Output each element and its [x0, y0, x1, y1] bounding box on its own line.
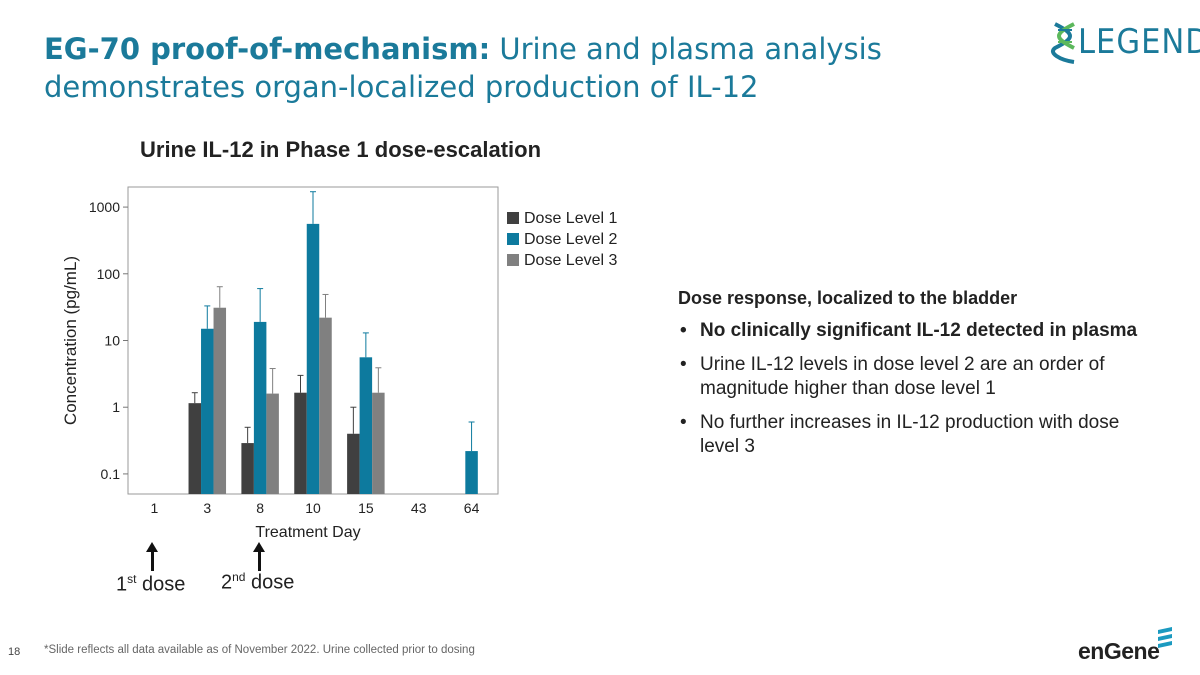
title-bold: EG-70 proof-of-mechanism: — [44, 32, 491, 66]
bar-chart: 0.1 1 10 100 1000 1 3 8 10 15 43 64 Dose Level 1 Dose… — [61, 186, 617, 541]
legend-label: Dose Level 2 — [524, 231, 617, 248]
engene-logo-text: enGene — [1078, 638, 1160, 664]
logo-text: LEGEND — [1078, 22, 1200, 62]
x-tick-label: 3 — [203, 500, 211, 516]
summary-panel: Dose response, localized to the bladder … — [678, 288, 1158, 469]
footnote: *Slide reflects all data available as of… — [44, 644, 475, 656]
x-tick-label: 1 — [151, 500, 159, 516]
bar — [241, 443, 254, 494]
legend-swatch — [507, 254, 519, 266]
bullet-item: No further increases in IL-12 production… — [678, 411, 1158, 459]
first-dose-arrow-icon — [146, 542, 158, 571]
bullet-item: Urine IL-12 levels in dose level 2 are a… — [678, 353, 1158, 401]
bullet-item: No clinically significant IL-12 detected… — [678, 319, 1158, 343]
bar — [201, 328, 214, 494]
x-tick-label: 10 — [305, 500, 321, 516]
y-tick-label: 0.1 — [101, 466, 121, 482]
bar — [319, 317, 332, 494]
y-tick-label: 1 — [112, 399, 120, 415]
page-number: 18 — [8, 646, 21, 658]
slide-title: EG-70 proof-of-mechanism: Urine and plas… — [44, 30, 944, 106]
bar — [294, 392, 307, 494]
engene-mark-icon — [1158, 627, 1172, 648]
x-axis-title: Treatment Day — [255, 524, 360, 541]
bullet-list: No clinically significant IL-12 detected… — [678, 319, 1158, 459]
legend-label: Dose Level 1 — [524, 210, 617, 227]
x-tick-label: 8 — [256, 500, 264, 516]
bar — [213, 307, 227, 494]
legend-label: Dose Level 3 — [524, 252, 617, 269]
bar — [347, 433, 360, 494]
x-tick-label: 64 — [464, 500, 480, 516]
bar — [266, 393, 279, 494]
bar — [188, 403, 202, 494]
legend-swatch — [507, 233, 519, 245]
bar — [253, 321, 267, 494]
second-dose-label: 2nd dose — [221, 570, 295, 594]
y-tick-label: 100 — [97, 266, 121, 282]
y-tick-label: 1000 — [89, 199, 120, 215]
dna-icon — [1051, 22, 1075, 64]
x-tick-label: 43 — [411, 500, 427, 516]
first-dose-label: 1st dose — [116, 572, 186, 596]
y-tick-label: 10 — [104, 333, 120, 349]
bar — [306, 223, 320, 494]
bar — [372, 392, 385, 494]
legend-logo: LEGEND — [1050, 18, 1200, 64]
bar — [359, 357, 373, 494]
legend-swatch — [507, 212, 519, 224]
title-rest: Urine and plasma analysis demonstrates o… — [44, 32, 882, 104]
second-dose-arrow-icon — [253, 542, 265, 571]
panel-heading: Dose response, localized to the bladder — [678, 288, 1018, 308]
engene-logo: enGene — [1078, 627, 1178, 664]
bar — [465, 451, 478, 494]
y-axis-title: Concentration (pg/mL) — [61, 256, 80, 425]
chart-title: Urine IL-12 in Phase 1 dose-escalation — [140, 137, 542, 162]
x-tick-label: 15 — [358, 500, 374, 516]
